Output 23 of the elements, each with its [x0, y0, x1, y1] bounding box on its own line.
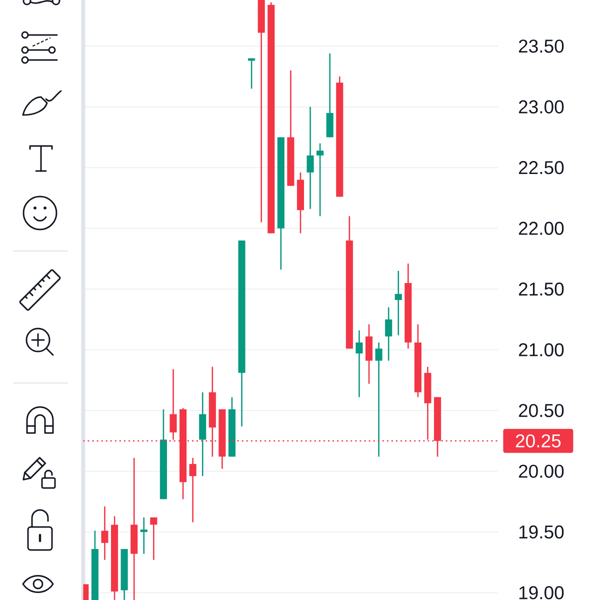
- candlestick: [356, 330, 363, 398]
- candlestick: [189, 457, 196, 523]
- candlestick: [83, 584, 89, 600]
- candlestick: [394, 270, 402, 336]
- candlestick: [385, 306, 392, 362]
- y-tick-label: 19.00: [519, 586, 564, 600]
- y-tick-label: 19.50: [519, 525, 564, 539]
- ref-line-label: 20.25: [516, 434, 561, 448]
- y-tick-label: 23.00: [518, 100, 564, 114]
- y-tick-label: 20.00: [518, 464, 564, 478]
- candlestick: [375, 342, 382, 458]
- candlestick: [140, 516, 148, 554]
- candlestick: [101, 506, 108, 561]
- y-tick-label: 22.00: [518, 222, 564, 235]
- candlestick: [316, 142, 324, 217]
- y-tick-label: 23.50: [518, 40, 564, 53]
- candlestick: [170, 368, 177, 440]
- y-tick-label: 22.50: [518, 161, 564, 174]
- y-tick-label: 21.50: [518, 282, 564, 296]
- candlestick: [150, 516, 158, 561]
- y-tick-label: 20.50: [518, 404, 564, 418]
- y-tick-label: 21.00: [518, 343, 564, 356]
- candlestick: [306, 106, 314, 210]
